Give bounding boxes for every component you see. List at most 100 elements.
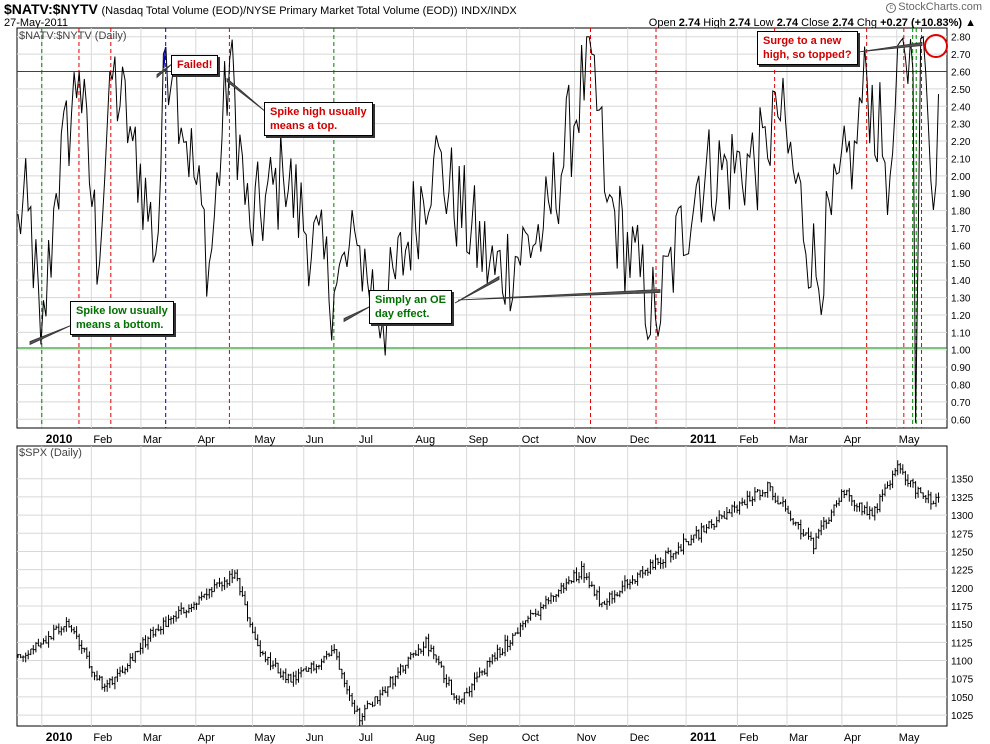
spx-ohlc-bar xyxy=(435,654,438,663)
spx-ohlc-bar xyxy=(605,598,609,610)
spx-ohlc-bar xyxy=(284,668,287,683)
spx-ohlc-bar xyxy=(182,607,185,614)
spx-ohlc-bar xyxy=(325,650,328,660)
spx-ohlc-bar xyxy=(340,668,344,679)
spx-ohlc-bar xyxy=(121,665,124,674)
spx-ohlc-bar xyxy=(562,583,565,594)
spx-ohlc-bar xyxy=(656,557,660,565)
spx-ohlc-bar xyxy=(16,654,20,658)
spx-ohlc-bar xyxy=(705,524,708,534)
spx-ohlc-bar xyxy=(276,662,280,674)
spx-ohlc-bar xyxy=(251,622,254,634)
spx-ohlc-bar xyxy=(725,507,729,520)
spx-ohlc-bar xyxy=(452,693,456,701)
spx-ohlc-bar xyxy=(371,701,374,708)
spx-ohlc-bar xyxy=(692,534,695,543)
spx-ohlc-bar xyxy=(231,569,234,584)
spx-ohlc-bar xyxy=(480,670,484,676)
spx-ohlc-bar xyxy=(259,640,262,657)
spx-ohlc-bar xyxy=(786,505,790,514)
callout-oe-day: Simply an OE day effect. xyxy=(369,290,452,324)
spx-ohlc-bar xyxy=(804,532,808,536)
spx-ohlc-bar xyxy=(904,470,907,486)
spx-ohlc-bar xyxy=(845,489,848,496)
spx-ohlc-bar xyxy=(547,597,550,605)
spx-panel-frame xyxy=(16,445,948,727)
spx-ohlc-bar xyxy=(593,584,596,597)
spx-ohlc-bar xyxy=(203,593,206,599)
spx-ohlc-bar xyxy=(338,651,341,670)
ratio-panel-x-tick: Dec xyxy=(630,434,650,446)
spx-ohlc-bar xyxy=(837,497,841,506)
spx-ohlc-bar xyxy=(639,570,642,578)
spx-ohlc-bar xyxy=(136,650,139,653)
spx-ohlc-bar xyxy=(129,653,132,669)
spx-ohlc-bar xyxy=(154,628,157,637)
panel-label-ratio: $NATV:$NYTV (Daily) xyxy=(19,30,127,42)
spx-panel-y-tick: 1250 xyxy=(951,547,974,558)
close-value: 2.74 xyxy=(832,17,854,29)
spx-ohlc-bar xyxy=(238,577,242,596)
spx-ohlc-bar xyxy=(85,647,88,659)
triangle-up-icon: ▲ xyxy=(965,17,976,29)
spx-panel-y-tick: 1125 xyxy=(951,638,973,649)
high-label: High xyxy=(703,17,726,29)
spx-ohlc-bar xyxy=(200,591,203,601)
callout-failed: Failed! xyxy=(171,55,219,75)
spx-ohlc-bar xyxy=(473,672,476,691)
spx-ohlc-bar xyxy=(631,575,634,585)
spx-ohlc-bar xyxy=(855,503,859,512)
spx-ohlc-bar xyxy=(493,652,497,662)
spx-ohlc-bar xyxy=(496,644,499,661)
spx-ohlc-bar xyxy=(208,588,211,599)
spx-ohlc-bar xyxy=(832,504,836,517)
spx-ohlc-bar xyxy=(358,707,361,726)
ratio-panel-x-tick: May xyxy=(899,434,920,446)
spx-ohlc-bar xyxy=(29,648,32,656)
spx-panel-x-tick: Jul xyxy=(359,732,373,744)
ratio-panel-y-tick: 2.50 xyxy=(951,85,971,96)
spx-ohlc-bar xyxy=(80,640,83,654)
spx-ohlc-bar xyxy=(667,547,670,555)
spx-ohlc-bar xyxy=(853,499,856,512)
spx-ohlc-bar xyxy=(116,668,119,682)
spx-ohlc-bar xyxy=(241,586,244,597)
spx-ohlc-bar xyxy=(39,642,43,649)
spx-ohlc-bar xyxy=(307,667,310,672)
spx-ohlc-bar xyxy=(781,496,785,507)
spx-ohlc-bar xyxy=(549,592,553,604)
spx-ohlc-bar xyxy=(243,591,247,606)
credit[interactable]: c StockCharts.com xyxy=(886,1,982,13)
spx-ohlc-bar xyxy=(774,492,777,504)
callout-spike-high: Spike high usually means a top. xyxy=(264,102,373,136)
spx-ohlc-bar xyxy=(287,673,290,684)
spx-ohlc-bar xyxy=(248,617,252,628)
spx-ohlc-bar xyxy=(146,636,150,650)
spx-ohlc-bar xyxy=(901,464,904,475)
spx-ohlc-bar xyxy=(537,610,540,616)
spx-ohlc-bar xyxy=(345,680,349,695)
pointer-oe-day-1 xyxy=(343,305,372,323)
ratio-panel-x-tick: Oct xyxy=(522,434,539,446)
spx-ohlc-bar xyxy=(218,577,221,587)
pointer-failed xyxy=(156,63,173,79)
close-label: Close xyxy=(801,17,830,29)
spx-panel-x-tick: May xyxy=(899,732,920,744)
low-value: 2.74 xyxy=(776,17,799,29)
spx-ohlc-bar xyxy=(848,488,851,502)
spx-panel-y-tick: 1150 xyxy=(951,620,973,631)
spx-ohlc-bar xyxy=(516,627,519,635)
spx-ohlc-bar xyxy=(835,500,838,508)
spx-ohlc-bar xyxy=(192,601,196,610)
spx-ohlc-bar xyxy=(916,486,920,498)
spx-ohlc-bar xyxy=(878,494,882,513)
spx-ohlc-bar xyxy=(376,696,379,704)
spx-ohlc-bar xyxy=(751,496,754,506)
spx-ohlc-bar xyxy=(766,481,769,498)
spx-ohlc-bar xyxy=(210,587,213,598)
spx-ohlc-bar xyxy=(90,666,94,678)
spx-panel-y-tick: 1325 xyxy=(951,493,974,504)
ratio-panel-y-tick: 1.30 xyxy=(951,294,971,305)
spx-ohlc-bar xyxy=(557,589,560,598)
high-value: 2.74 xyxy=(728,17,751,29)
